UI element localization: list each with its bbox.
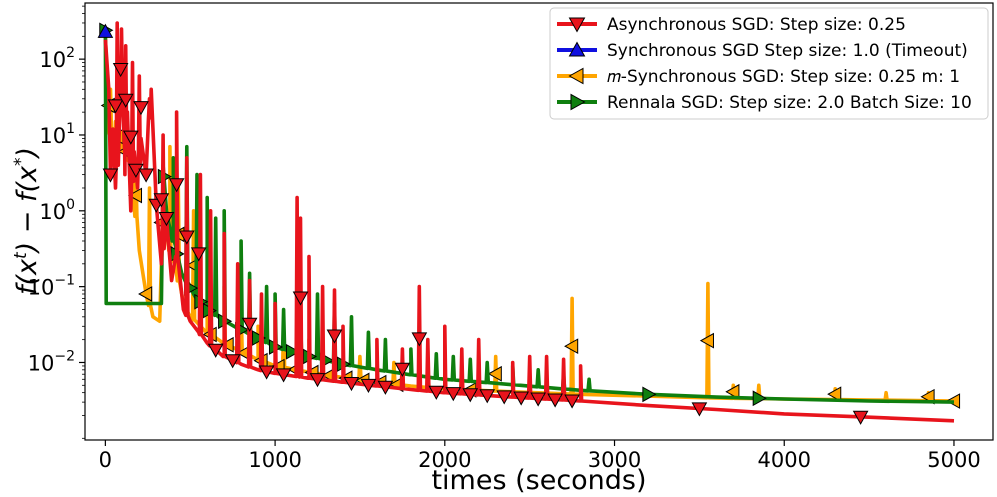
- series-sync: [97, 23, 114, 38]
- series-marker-async: [479, 389, 496, 404]
- series-marker-rennala: [252, 330, 267, 346]
- series-marker-async: [564, 394, 580, 409]
- legend-marker: [568, 41, 586, 57]
- plot-frame: [84, 2, 994, 441]
- series-marker-async: [360, 378, 377, 394]
- series-marker-async: [496, 390, 513, 405]
- legend-label: Synchronous SGD Step size: 1.0 (Timeout): [607, 41, 968, 61]
- series-marker-async: [190, 247, 207, 262]
- x-tick-label: 0: [99, 448, 112, 472]
- series-marker-rennala: [642, 386, 657, 403]
- series-marker-async: [377, 380, 394, 395]
- x-axis-label: times (seconds): [431, 465, 646, 496]
- series-marker-msync: [487, 365, 502, 382]
- series-marker-msync: [699, 332, 714, 349]
- series-marker-async: [462, 388, 479, 403]
- series-marker-async: [153, 193, 170, 208]
- y-axis: 10−2 10−1 100 101 102: [28, 5, 85, 439]
- series-marker-rennala: [752, 390, 767, 407]
- series-marker-msync: [127, 187, 143, 204]
- series-marker-async: [178, 230, 195, 245]
- series-marker-async: [207, 343, 224, 358]
- legend-label: Rennala SGD: Step size: 2.0 Batch Size: …: [607, 93, 972, 113]
- series-marker-async: [241, 317, 258, 332]
- series-marker-sync: [97, 23, 114, 38]
- y-tick-label: 102: [39, 45, 75, 72]
- series-marker-async: [158, 212, 175, 227]
- y-tick-label: 10−1: [28, 273, 75, 300]
- legend-marker: [568, 17, 586, 33]
- series-line-async: [103, 21, 955, 423]
- x-tick-label: 2000: [418, 448, 471, 472]
- series-marker-async: [411, 332, 428, 347]
- series-marker-async: [133, 101, 149, 116]
- series-marker-msync: [564, 338, 579, 355]
- x-tick-label: 3000: [588, 448, 641, 472]
- series-marker-async: [258, 365, 275, 380]
- y-tick-label: 10−2: [28, 348, 75, 375]
- series-marker-async: [691, 402, 708, 417]
- series-async: [102, 21, 955, 425]
- y-axis-label: f(xt) − f(x*): [11, 147, 43, 295]
- legend-item-rennala: Rennala SGD: Step size: 2.0 Batch Size: …: [557, 93, 972, 113]
- legend-item-msync: 𝑚-Synchronous SGD: Step size: 0.25 m: 1: [557, 67, 960, 87]
- series-marker-async: [138, 168, 154, 183]
- series-marker-async: [168, 178, 185, 193]
- series-marker-async: [102, 168, 119, 183]
- series-marker-async: [547, 393, 563, 408]
- series-marker-async: [428, 385, 445, 400]
- series-marker-async: [530, 392, 547, 407]
- legend-label: 𝑚-Synchronous SGD: Step size: 0.25 m: 1: [607, 67, 960, 87]
- series-marker-async: [275, 368, 292, 383]
- series-marker-async: [852, 410, 869, 425]
- x-axis: 0 1000 2000 3000 4000 5000: [99, 440, 981, 472]
- series-marker-async: [326, 329, 343, 344]
- series-marker-async: [513, 391, 530, 406]
- legend-marker: [570, 93, 586, 111]
- series-marker-async: [122, 130, 139, 145]
- series-marker-async: [112, 62, 129, 78]
- series-marker-rennala: [285, 343, 301, 360]
- legend-label: Asynchronous SGD: Step size: 0.25: [607, 15, 906, 35]
- legend-marker: [568, 67, 584, 85]
- y-axis-label-group: f(xt) − f(x*): [11, 147, 43, 295]
- series-marker-msync: [827, 386, 842, 403]
- series-marker-async: [309, 373, 326, 388]
- series-marker-async: [117, 93, 134, 108]
- series-marker-msync: [138, 286, 153, 302]
- series-marker-async: [343, 377, 360, 392]
- series-layer: [97, 21, 961, 425]
- series-marker-msync: [725, 383, 740, 400]
- series-marker-async: [445, 387, 462, 402]
- legend-item-async: Asynchronous SGD: Step size: 0.25: [557, 15, 906, 35]
- x-tick-label: 4000: [758, 448, 811, 472]
- legend: Asynchronous SGD: Step size: 0.25 Synchro…: [549, 7, 989, 120]
- x-tick-label: 5000: [927, 448, 980, 472]
- series-marker-async: [394, 362, 411, 377]
- x-tick-label: 1000: [248, 448, 301, 472]
- legend-item-sync: Synchronous SGD Step size: 1.0 (Timeout): [557, 41, 968, 61]
- y-tick-label: 100: [39, 197, 75, 224]
- series-marker-async: [107, 99, 124, 114]
- series-marker-async: [224, 354, 241, 369]
- series-marker-async: [292, 291, 309, 306]
- y-tick-label: 101: [39, 121, 75, 148]
- legend-box: [549, 7, 989, 120]
